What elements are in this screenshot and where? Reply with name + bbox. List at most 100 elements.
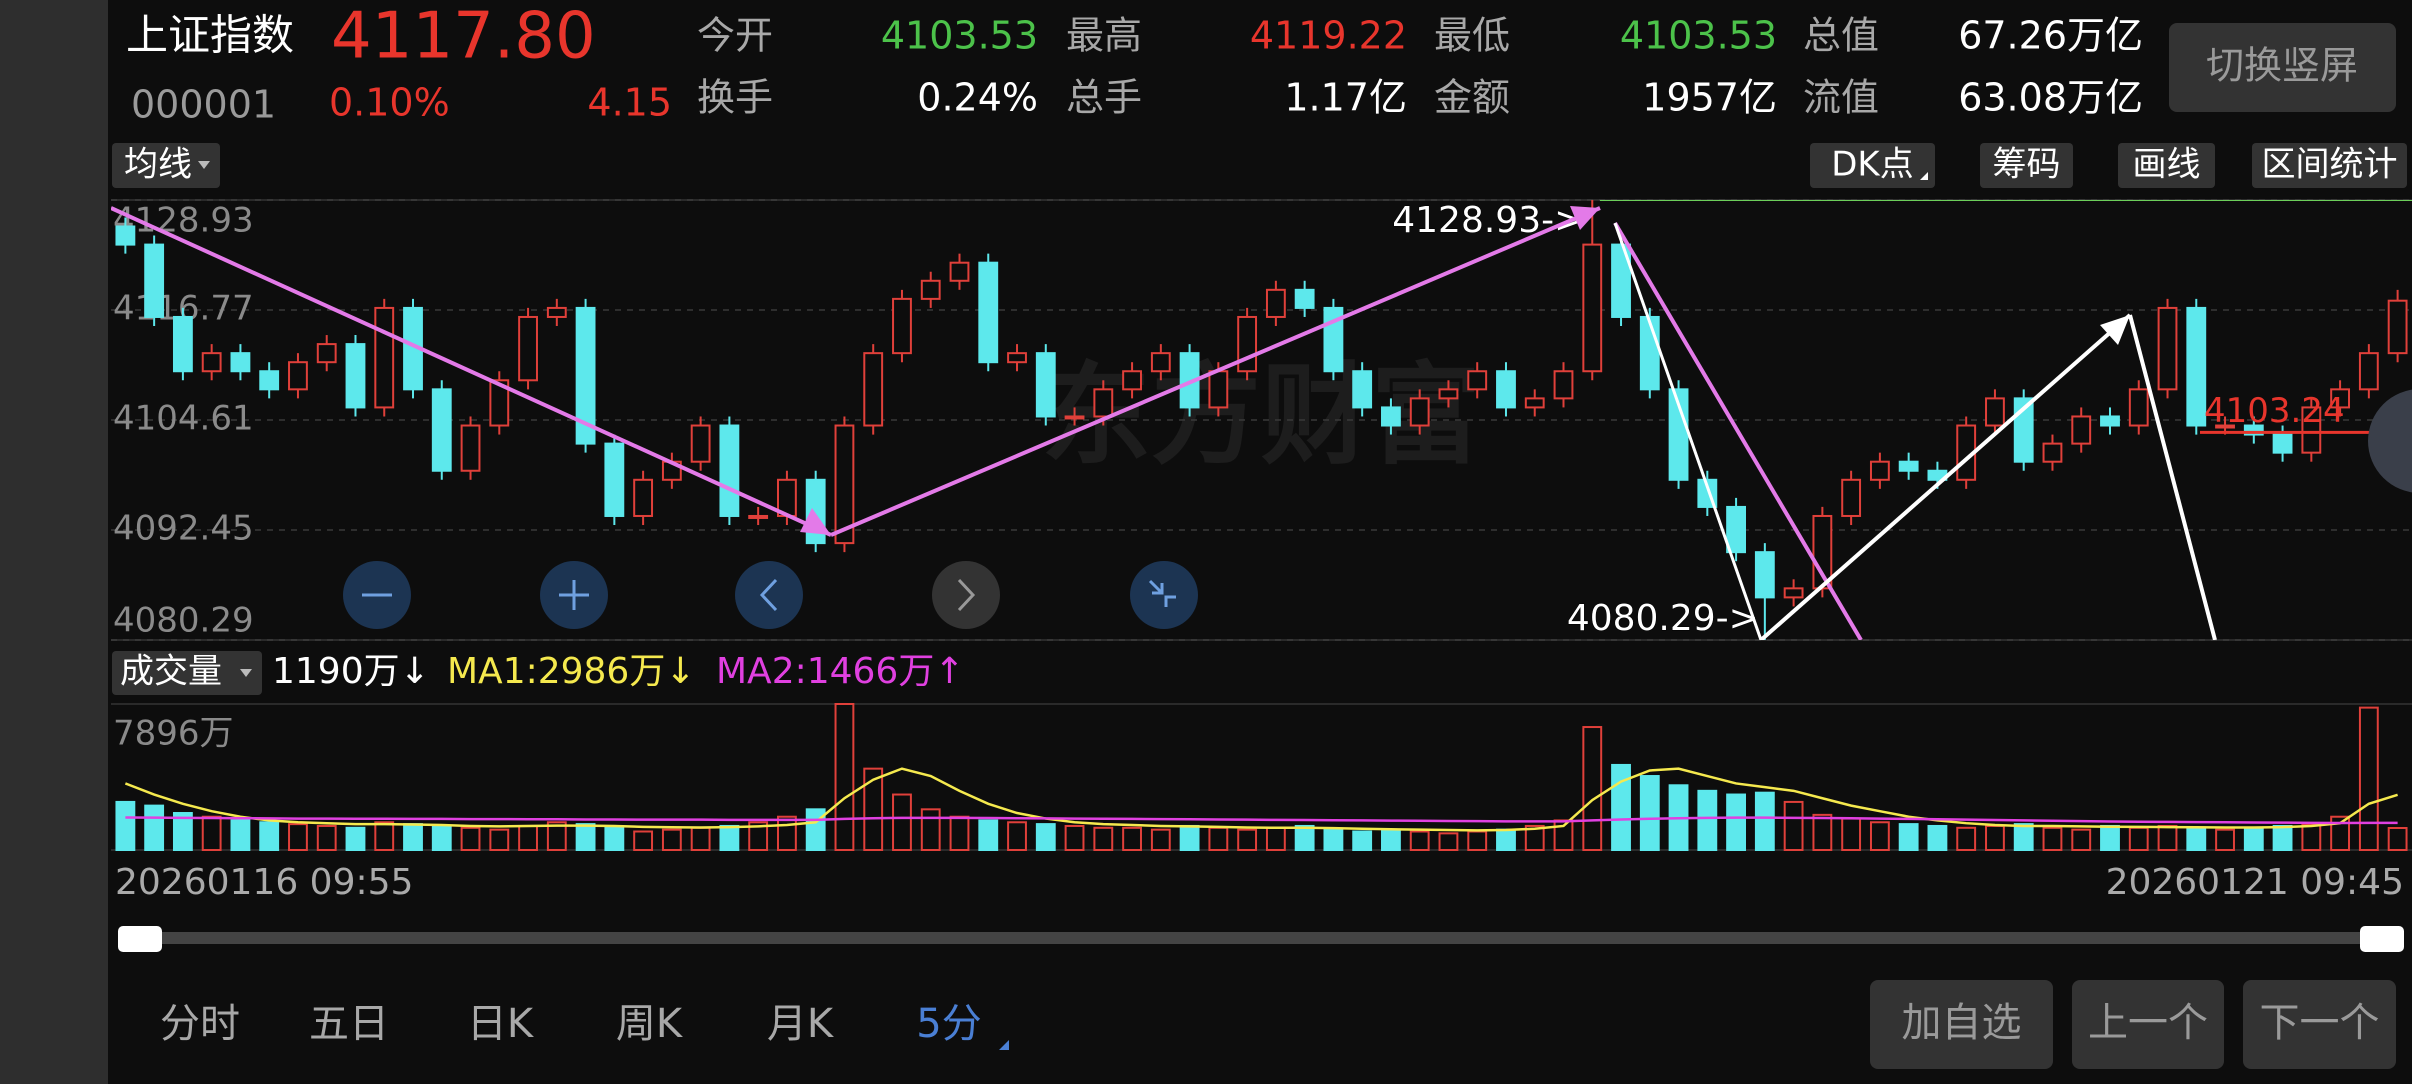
y-tick-label: 4092.45	[113, 509, 254, 549]
candle-body	[518, 315, 538, 382]
volume-bar	[1927, 824, 1948, 852]
tool-button[interactable]	[1810, 143, 1935, 188]
volume-bar	[863, 767, 884, 851]
volume-bar	[2330, 815, 2351, 852]
stat-value: 63.08万亿	[1958, 76, 2143, 120]
volume-bar	[1179, 824, 1200, 852]
volume-bar	[2186, 826, 2207, 851]
period-tab[interactable]: 分时	[160, 1001, 240, 1047]
volume-bar	[2301, 823, 2322, 851]
candle-body	[374, 306, 395, 409]
candle-body	[1869, 460, 1890, 481]
volume-bar	[2387, 826, 2408, 852]
candle-body	[1496, 370, 1516, 409]
candle-body	[1381, 406, 1401, 427]
ma-button[interactable]	[112, 143, 220, 188]
stat-value: 1.17亿	[1284, 76, 1407, 120]
stat-label: 最高	[1066, 14, 1142, 58]
candle-body	[489, 379, 510, 427]
candle-body	[978, 261, 999, 364]
volume-bar	[172, 812, 193, 851]
trend-line	[2128, 314, 2217, 640]
volume-bar	[1754, 791, 1775, 851]
candle-body	[1208, 370, 1229, 409]
candle-body	[719, 424, 740, 517]
tool-button[interactable]	[2118, 143, 2215, 188]
volume-bar	[403, 823, 423, 851]
toggle-button[interactable]	[2169, 23, 2396, 112]
y-tick-label: 4080.29	[113, 601, 254, 641]
candle-body	[1582, 243, 1603, 373]
tool-label: 画线	[2133, 145, 2201, 185]
candle-body	[1265, 288, 1286, 318]
candle-body	[316, 343, 337, 364]
action-button[interactable]	[2243, 980, 2396, 1069]
tool-button[interactable]	[2252, 143, 2407, 188]
period-tab[interactable]: 5分	[916, 1001, 981, 1047]
candle-body	[2128, 388, 2149, 427]
volume-bar	[316, 824, 337, 852]
volume-bar	[1294, 824, 1315, 852]
candle-body	[834, 424, 855, 545]
index-name: 上证指数	[126, 11, 294, 60]
stat-value: 1957亿	[1642, 76, 1777, 120]
volume-bar	[374, 821, 395, 852]
volume-bar	[2042, 826, 2063, 851]
candle-body	[1093, 388, 1114, 418]
tool-button[interactable]	[1980, 143, 2073, 188]
next-button[interactable]	[932, 561, 1000, 629]
volume-bar	[1639, 775, 1660, 852]
volume-bar	[1898, 823, 1919, 851]
period-tab[interactable]: 五日	[309, 1001, 389, 1047]
period-tab[interactable]: 日K	[467, 1001, 535, 1047]
volume-bar	[690, 826, 711, 851]
toggle-label: 切换竖屏	[2206, 44, 2358, 88]
action-button[interactable]	[2072, 980, 2224, 1069]
icon	[957, 578, 976, 612]
volume-bar	[2358, 706, 2379, 851]
candle-body	[1438, 388, 1459, 400]
action-button[interactable]	[1870, 980, 2053, 1069]
candle-body	[604, 442, 625, 517]
action-label: 加自选	[1902, 1000, 2022, 1046]
candle-body	[460, 424, 481, 472]
candle-body	[115, 225, 136, 246]
scroll-handle[interactable]	[2360, 926, 2404, 952]
stat-label: 总值	[1803, 14, 1879, 58]
y-tick-label: 4104.61	[113, 399, 254, 439]
candle-body	[1122, 370, 1142, 391]
floating-button[interactable]	[2368, 389, 2412, 493]
volume-bar	[1035, 823, 1056, 851]
stat-label: 总手	[1066, 76, 1142, 120]
volume-bar	[575, 823, 596, 851]
stat-value: 0.24%	[917, 76, 1038, 120]
volume-title: 成交量	[120, 652, 222, 692]
volume-bar	[2071, 828, 2092, 851]
reset-button[interactable]	[1130, 561, 1198, 629]
x-start-label: 20260116 09:55	[115, 862, 413, 903]
volume-button[interactable]	[112, 651, 262, 695]
stat-label: 换手	[697, 76, 773, 120]
tab-indicator	[999, 1040, 1009, 1050]
corner-icon	[1920, 172, 1928, 180]
volume-bar	[288, 823, 308, 851]
volume-bar	[1812, 813, 1833, 851]
period-tab[interactable]: 月K	[767, 1001, 835, 1047]
tool-label: 区间统计	[2262, 145, 2398, 185]
volume-bar	[1869, 821, 1890, 852]
ma-label: 均线	[124, 145, 192, 185]
prev-button[interactable]	[735, 561, 803, 629]
candle-body	[2272, 433, 2293, 454]
arrow-head	[2100, 315, 2130, 345]
candle-body	[575, 306, 596, 445]
scroll-handle[interactable]	[118, 926, 162, 952]
trend-line	[1759, 313, 2132, 640]
low-label: 4080.29->	[1567, 598, 1759, 639]
period-tab[interactable]: 周K	[616, 1001, 684, 1047]
tool-label: DK点	[1831, 145, 1913, 185]
icon	[1164, 595, 1176, 607]
stat-label: 最低	[1434, 14, 1510, 58]
volume-bar	[2243, 826, 2264, 851]
volume-bar	[1841, 817, 1862, 851]
